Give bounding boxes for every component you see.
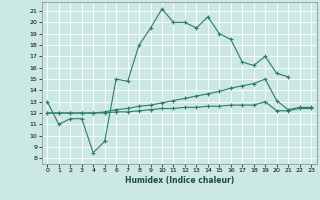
X-axis label: Humidex (Indice chaleur): Humidex (Indice chaleur) [124, 176, 234, 185]
